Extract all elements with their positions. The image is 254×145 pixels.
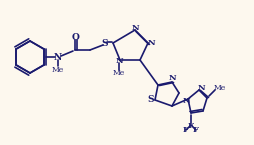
Text: N: N bbox=[131, 24, 138, 32]
Text: N: N bbox=[147, 39, 154, 47]
Text: N: N bbox=[196, 84, 204, 92]
Text: F: F bbox=[187, 122, 193, 130]
Text: Me: Me bbox=[52, 66, 64, 74]
Text: N: N bbox=[181, 97, 189, 105]
Text: Me: Me bbox=[213, 84, 225, 92]
Text: Me: Me bbox=[113, 69, 125, 77]
Text: O: O bbox=[72, 32, 80, 41]
Text: F: F bbox=[192, 126, 198, 134]
Text: N: N bbox=[168, 74, 175, 82]
Text: F: F bbox=[182, 126, 188, 134]
Text: N: N bbox=[54, 52, 62, 61]
Text: S: S bbox=[147, 96, 154, 105]
Text: N: N bbox=[115, 57, 122, 65]
Text: S: S bbox=[101, 39, 108, 48]
